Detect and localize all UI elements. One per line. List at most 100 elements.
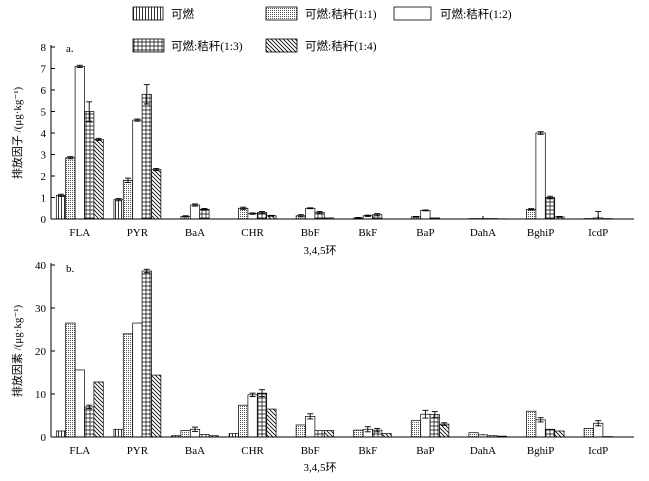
legend-swatch-series-3 bbox=[393, 6, 432, 21]
x-tick-label-bghip: BghiP bbox=[527, 227, 555, 239]
x-tick-label-fla: FLA bbox=[69, 445, 90, 457]
y-tick-label: 20 bbox=[35, 346, 47, 358]
x-tick-label-icdp: IcdP bbox=[588, 445, 608, 457]
error-bar-bap-series-3 bbox=[422, 409, 429, 419]
y-tick-label: 8 bbox=[41, 42, 47, 54]
x-tick-label-bghip: BghiP bbox=[527, 445, 555, 457]
bar-bghip-series-5 bbox=[554, 430, 565, 438]
bar-fla-series-4 bbox=[84, 111, 95, 220]
error-bar-fla-series-3 bbox=[76, 64, 83, 68]
bar-fla-series-2 bbox=[65, 157, 76, 220]
error-bar-fla-series-1 bbox=[58, 193, 64, 197]
bar-bbf-series-5 bbox=[323, 430, 335, 438]
plot-marks-a: 0 1 2 3 4 5 6 7 8 FLA PYR BaA CHR BbF BkF BaP DahA BghiP I… bbox=[41, 42, 613, 239]
legend-item-series-4: 可燃:秸秆(1:3) bbox=[132, 38, 243, 53]
error-bar-bkf-series-4 bbox=[374, 213, 381, 217]
bar-pyr-series-5 bbox=[151, 374, 162, 438]
error-bar-chr-series-3 bbox=[249, 212, 256, 215]
y-axis-title: 排放因子 /(μg·kg⁻¹) bbox=[10, 87, 24, 180]
error-bar-chr-series-2 bbox=[240, 206, 247, 210]
bar-fla-series-3 bbox=[74, 65, 85, 220]
bar-bghip-series-4 bbox=[544, 428, 556, 438]
legend-swatch-series-4 bbox=[132, 38, 165, 53]
error-bar-bbf-series-4 bbox=[316, 211, 323, 215]
error-bar-chr-series-4 bbox=[259, 389, 265, 398]
error-bar-bbf-series-3 bbox=[307, 207, 314, 210]
y-axis-title: 排放因素 /(μg·kg⁻¹) bbox=[10, 305, 24, 398]
error-bar-bghip-series-4 bbox=[547, 195, 553, 200]
bar-bbf-series-3 bbox=[305, 207, 316, 220]
bar-baa-series-4 bbox=[199, 208, 210, 220]
bar-bkf-series-5 bbox=[381, 433, 392, 438]
y-tick-label: 0 bbox=[41, 432, 47, 444]
error-bar-baa-series-3 bbox=[192, 203, 198, 207]
y-tick-label: 10 bbox=[35, 389, 47, 401]
legend-label-series-5: 可燃:秸秆(1:4) bbox=[305, 39, 377, 53]
bar-daha-series-2 bbox=[468, 432, 479, 438]
bar-chr-series-2 bbox=[238, 207, 249, 220]
y-tick-label: 1 bbox=[41, 193, 47, 205]
error-bar-bghip-series-2 bbox=[528, 208, 535, 211]
y-tick-label: 40 bbox=[35, 260, 47, 272]
y-tick-label: 7 bbox=[41, 64, 47, 76]
bar-icdp-series-2 bbox=[583, 428, 594, 438]
bar-bap-series-2 bbox=[410, 420, 422, 438]
x-axis-title: 3,4,5环 bbox=[304, 462, 337, 474]
error-bar-pyr-series-4 bbox=[143, 268, 150, 274]
bar-fla-series-3 bbox=[74, 369, 85, 438]
bar-pyr-series-4 bbox=[141, 270, 152, 438]
bar-bbf-series-2 bbox=[295, 424, 306, 438]
error-bar-bkf-series-3 bbox=[364, 426, 371, 433]
x-tick-label-chr: CHR bbox=[241, 227, 264, 239]
bar-pyr-series-3 bbox=[132, 322, 143, 438]
y-tick-label: 6 bbox=[41, 85, 47, 97]
plot-marks-b: 0 10 20 30 40 FLA PYR BaA CHR BbF BkF BaP DahA BghiP I… bbox=[35, 260, 613, 457]
error-bar-baa-series-3 bbox=[192, 426, 198, 432]
y-tick-label: 2 bbox=[41, 171, 47, 183]
error-bar-bkf-series-2 bbox=[355, 217, 362, 219]
x-tick-label-icdp: IcdP bbox=[588, 227, 608, 239]
x-tick-label-bap: BaP bbox=[416, 227, 434, 239]
x-tick-label-bkf: BkF bbox=[358, 445, 377, 457]
error-bar-fla-series-4 bbox=[86, 404, 93, 410]
legend-item-series-3: 可燃:秸秆(1:2) bbox=[393, 6, 512, 21]
bar-pyr-series-5 bbox=[151, 169, 162, 220]
error-bar-pyr-series-1 bbox=[115, 198, 122, 202]
x-tick-label-chr: CHR bbox=[241, 445, 264, 457]
error-bar-baa-series-4 bbox=[201, 208, 208, 211]
bar-bghip-series-4 bbox=[544, 197, 556, 220]
error-bar-bap-series-2 bbox=[413, 215, 419, 218]
bar-chr-series-1 bbox=[228, 433, 239, 438]
legend-item-series-1: 可燃 bbox=[132, 6, 194, 21]
error-bar-fla-series-4 bbox=[86, 101, 93, 122]
legend-item-series-5: 可燃:秸秆(1:4) bbox=[265, 38, 377, 53]
bar-pyr-series-2 bbox=[122, 333, 134, 438]
legend-swatch-series-1 bbox=[132, 6, 164, 21]
error-bar-bkf-series-4 bbox=[374, 427, 381, 433]
bar-baa-series-2 bbox=[180, 430, 191, 438]
x-tick-label-pyr: PYR bbox=[127, 227, 149, 239]
bar-bbf-series-3 bbox=[305, 416, 316, 438]
y-tick-label: 30 bbox=[35, 303, 47, 315]
error-bar-bap-series-5 bbox=[441, 422, 448, 426]
bar-chr-series-5 bbox=[266, 408, 277, 438]
y-tick-label: 3 bbox=[41, 150, 47, 162]
bar-fla-series-5 bbox=[93, 139, 104, 220]
bar-bbf-series-4 bbox=[314, 430, 325, 438]
bar-bap-series-5 bbox=[439, 423, 450, 438]
x-axis-title: 3,4,5环 bbox=[304, 245, 337, 257]
bar-bap-series-3 bbox=[420, 210, 431, 220]
error-bar-icdp-series-3 bbox=[595, 420, 602, 427]
y-tick-label: 0 bbox=[41, 214, 47, 226]
legend-label-series-3: 可燃:秸秆(1:2) bbox=[440, 7, 512, 21]
bar-bkf-series-2 bbox=[353, 429, 364, 438]
error-bar-chr-series-4 bbox=[259, 211, 265, 215]
legend: 可燃 可燃:秸秆(1:1) 可燃:秸秆(1:2) 可燃:秸秆(1:3) 可燃:秸… bbox=[132, 6, 512, 53]
error-bar-bghip-series-5 bbox=[556, 215, 563, 218]
chart-a: 0 1 2 3 4 5 6 7 8 FLA PYR BaA CHR BbF BkF BaP DahA BghiP I… bbox=[10, 42, 634, 257]
y-tick-label: 4 bbox=[41, 128, 47, 140]
bar-chr-series-4 bbox=[256, 392, 268, 438]
x-tick-label-bbf: BbF bbox=[301, 445, 320, 457]
